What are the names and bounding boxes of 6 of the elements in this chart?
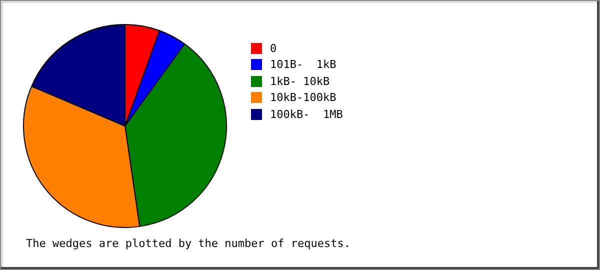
legend-label: 10kB-100kB bbox=[270, 91, 336, 104]
legend-label: 100kB- 1MB bbox=[270, 108, 343, 121]
text: The wedges are plotted by the number of requests. bbox=[26, 237, 351, 250]
legend-label: 0 bbox=[270, 42, 277, 55]
legend-label: 101B- 1kB bbox=[270, 58, 336, 72]
legend-label: 1kB- 10kB bbox=[270, 74, 330, 88]
